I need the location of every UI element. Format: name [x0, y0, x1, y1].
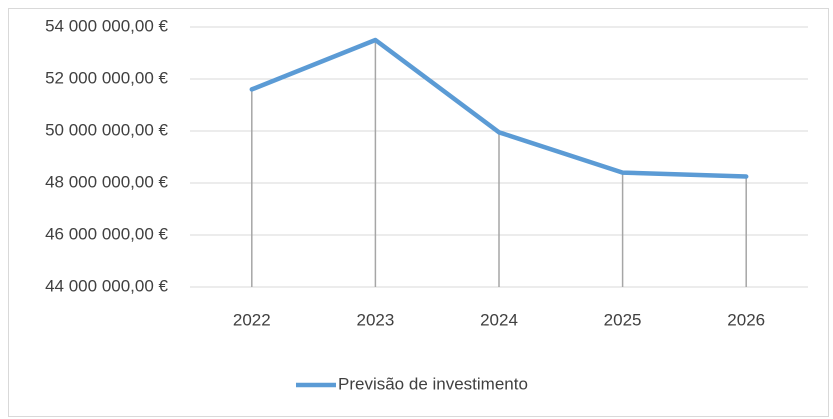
- chart-border: [8, 8, 829, 417]
- y-tick-label: 44 000 000,00 €: [45, 276, 168, 295]
- x-tick-label: 2024: [480, 310, 518, 329]
- y-tick-label: 48 000 000,00 €: [45, 172, 168, 191]
- x-tick-label: 2026: [727, 310, 765, 329]
- series-line: [249, 37, 749, 179]
- y-tick-label: 54 000 000,00 €: [45, 16, 168, 35]
- y-tick-label: 46 000 000,00 €: [45, 224, 168, 243]
- x-tick-label: 2025: [604, 310, 642, 329]
- x-tick-label: 2023: [356, 310, 394, 329]
- x-tick-label: 2022: [233, 310, 271, 329]
- y-tick-label: 50 000 000,00 €: [45, 120, 168, 139]
- y-tick-label: 52 000 000,00 €: [45, 68, 168, 87]
- legend-label: Previsão de investimento: [338, 374, 528, 393]
